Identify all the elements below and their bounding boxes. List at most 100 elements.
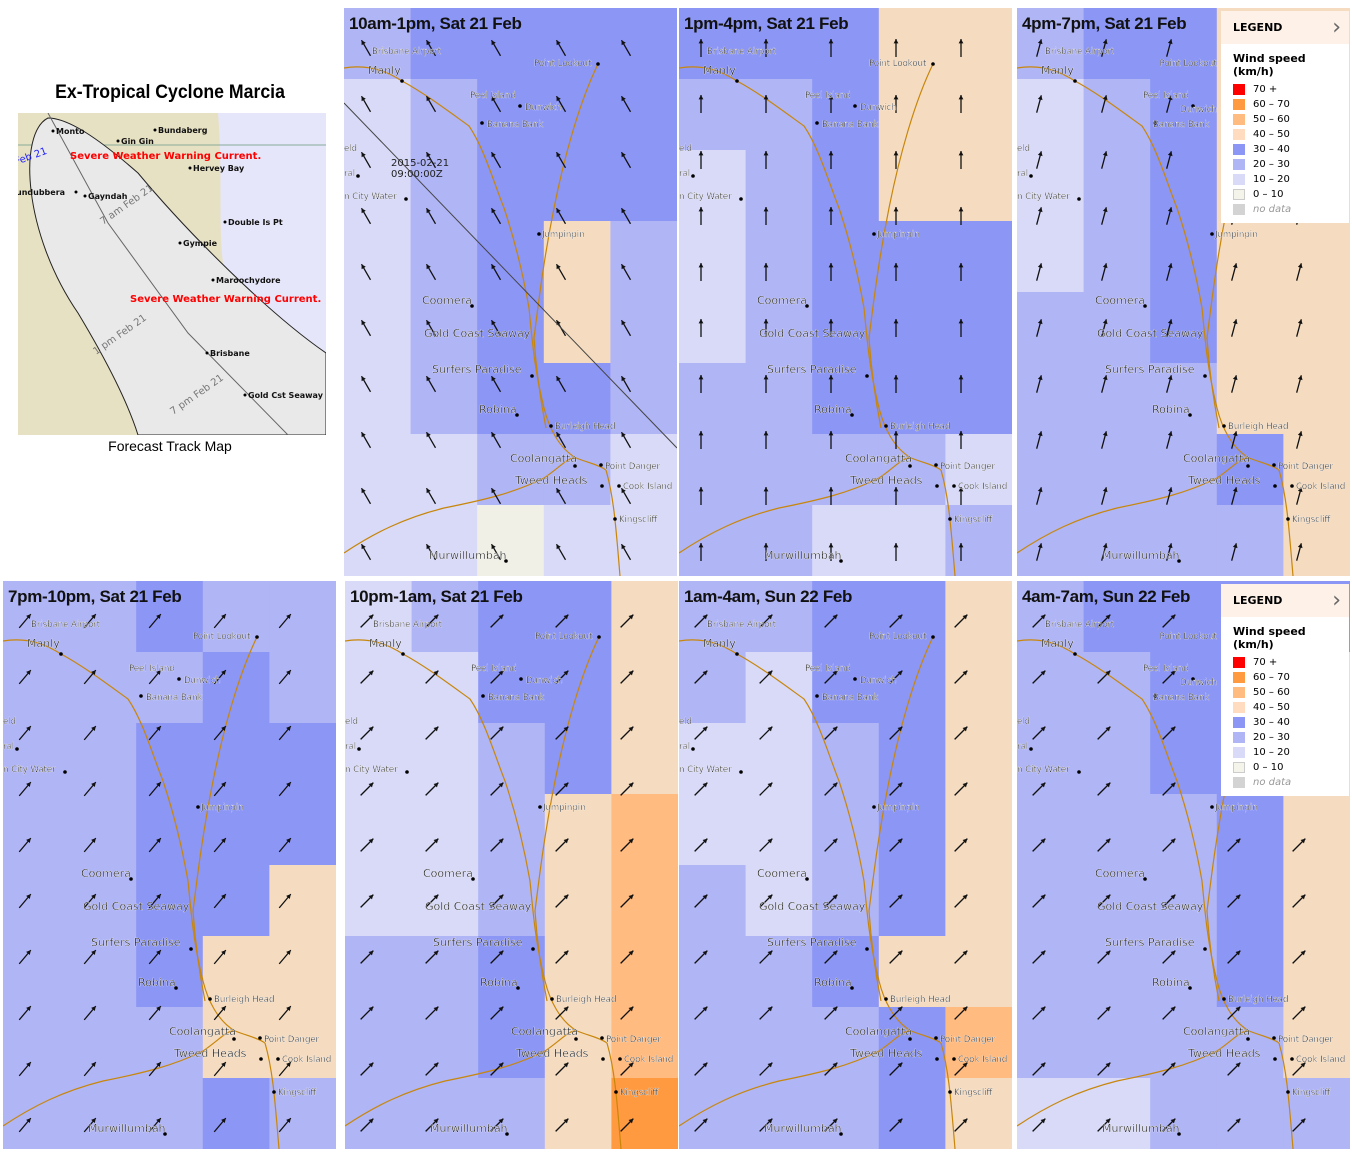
wind-arrow-icon bbox=[555, 614, 569, 628]
wind-cell bbox=[544, 581, 612, 653]
place-label: Brisbane Airport bbox=[373, 620, 443, 630]
wind-cell bbox=[812, 1007, 880, 1079]
chevron-right-icon[interactable]: › bbox=[1332, 588, 1341, 613]
wind-cell bbox=[269, 723, 336, 795]
wind-arrow-icon bbox=[83, 893, 97, 909]
wind-arrow-icon bbox=[490, 782, 504, 796]
wind-arrow-icon bbox=[694, 1118, 708, 1132]
place-dot bbox=[1246, 464, 1250, 468]
place-dot bbox=[839, 559, 843, 563]
wind-cell bbox=[945, 79, 1012, 151]
place-dot bbox=[255, 635, 259, 639]
wind-cell bbox=[543, 434, 611, 506]
wind-map-panel[interactable]: Brisbane Airport Manly Point Lookout Peel I… bbox=[345, 581, 678, 1149]
place-dot bbox=[573, 464, 577, 468]
wind-map-panel[interactable]: 2015-02-21 09:00:00Z Brisbane Airport Manly… bbox=[344, 8, 677, 576]
place-label: Tweed Heads bbox=[849, 474, 923, 487]
place-label: Coolangatta bbox=[845, 452, 912, 465]
legend-header[interactable]: LEGEND › bbox=[1221, 584, 1349, 617]
legend-label: 60 – 70 bbox=[1253, 99, 1290, 110]
place-dot bbox=[853, 677, 857, 681]
wind-cell bbox=[344, 150, 412, 222]
wind-cell bbox=[477, 150, 545, 222]
wind-arrow-icon bbox=[425, 151, 437, 169]
wind-cell bbox=[478, 1078, 546, 1149]
wind-map-panel[interactable]: Brisbane Airport Manly Point Lookout Peel I… bbox=[1017, 8, 1350, 576]
wind-arrow-icon bbox=[1227, 1118, 1241, 1132]
wind-cell bbox=[1283, 434, 1350, 506]
wind-cell bbox=[1017, 292, 1085, 364]
place-label: Manly bbox=[368, 64, 401, 77]
wind-map-panel[interactable]: Brisbane Airport Manly Point Lookout Peel I… bbox=[679, 8, 1012, 576]
place-dot bbox=[516, 986, 520, 990]
place-label: Burleigh Head bbox=[1228, 995, 1288, 1005]
place-label: Brisbane Airport bbox=[1045, 620, 1115, 630]
wind-arrow-icon bbox=[1101, 39, 1108, 57]
wind-arrow-icon bbox=[698, 431, 704, 449]
wind-arrow-icon bbox=[555, 487, 567, 505]
wind-cell bbox=[745, 292, 813, 364]
wind-cell bbox=[945, 150, 1012, 222]
wind-arrow-icon bbox=[828, 543, 834, 561]
wind-arrow-icon bbox=[1162, 1062, 1176, 1076]
wind-cell bbox=[1216, 221, 1284, 293]
town-dot bbox=[211, 278, 215, 282]
wind-arrow-icon bbox=[425, 431, 437, 449]
wind-cell bbox=[344, 79, 412, 151]
panel-title: 1pm-4pm, Sat 21 Feb bbox=[684, 14, 849, 33]
coastline bbox=[679, 66, 942, 471]
wind-arrow-icon bbox=[1162, 1118, 1176, 1132]
chevron-right-icon[interactable]: › bbox=[1332, 15, 1341, 40]
wind-arrow-icon bbox=[18, 725, 32, 741]
track-map-image[interactable]: Severe Weather Warning Current. Severe W… bbox=[18, 113, 326, 435]
legend-label: 70 + bbox=[1253, 657, 1278, 668]
place-label: Peel Island bbox=[1143, 664, 1189, 674]
wind-map-panel[interactable]: Brisbane Airport Manly Point Lookout Peel I… bbox=[3, 581, 336, 1149]
wind-arrow-icon bbox=[1032, 1118, 1046, 1132]
wind-arrow-icon bbox=[1097, 726, 1111, 740]
legend-header[interactable]: LEGEND › bbox=[1221, 11, 1349, 44]
wind-arrow-icon bbox=[954, 838, 968, 852]
wind-arrow-icon bbox=[148, 1061, 162, 1077]
wind-cell bbox=[878, 292, 946, 364]
place-label: Cook Island bbox=[623, 482, 672, 492]
wind-cell bbox=[1150, 221, 1218, 293]
place-dot bbox=[1191, 677, 1195, 681]
wind-cell bbox=[411, 652, 479, 724]
place-label: Robina bbox=[480, 976, 518, 989]
place-dot bbox=[839, 1132, 843, 1136]
place-label: Murwillumbah bbox=[764, 1122, 842, 1135]
place-label: Banana Bank bbox=[488, 693, 544, 703]
island-coastline bbox=[868, 63, 934, 429]
wind-arrow-icon bbox=[555, 151, 567, 169]
town-label: Bundaberg bbox=[158, 126, 208, 135]
place-label: Surfers Paradise bbox=[91, 936, 181, 949]
wind-arrow-icon bbox=[360, 838, 374, 852]
place-label: Point Danger bbox=[264, 1035, 320, 1045]
wind-arrow-icon bbox=[1101, 207, 1108, 225]
wind-map-panel[interactable]: Brisbane Airport Manly Point Lookout Peel I… bbox=[679, 581, 1012, 1149]
legend-swatch bbox=[1233, 732, 1245, 743]
wind-arrow-icon bbox=[360, 782, 374, 796]
place-label: Cook Island bbox=[958, 482, 1007, 492]
place-label: Burleigh Head bbox=[214, 995, 274, 1005]
wind-arrow-icon bbox=[555, 950, 569, 964]
place-label: Peel Island bbox=[805, 91, 851, 101]
wind-cell bbox=[1083, 292, 1151, 364]
wind-arrow-icon bbox=[824, 1062, 838, 1076]
legend-swatch bbox=[1233, 174, 1245, 185]
legend-label: no data bbox=[1253, 204, 1292, 215]
coastline bbox=[344, 66, 607, 471]
wind-cell bbox=[202, 865, 270, 937]
wind-arrow-icon bbox=[694, 726, 708, 740]
wind-cell bbox=[345, 652, 413, 724]
wind-arrow-icon bbox=[555, 1062, 569, 1076]
legend-item: 10 – 20 bbox=[1221, 745, 1349, 760]
wind-arrow-icon bbox=[1097, 1006, 1111, 1020]
wind-arrow-icon bbox=[1036, 431, 1043, 449]
wind-cell bbox=[945, 723, 1012, 795]
wind-arrow-icon bbox=[1097, 782, 1111, 796]
wind-arrow-icon bbox=[18, 1005, 32, 1021]
wind-arrow-icon bbox=[694, 1006, 708, 1020]
wind-cell bbox=[477, 505, 545, 576]
